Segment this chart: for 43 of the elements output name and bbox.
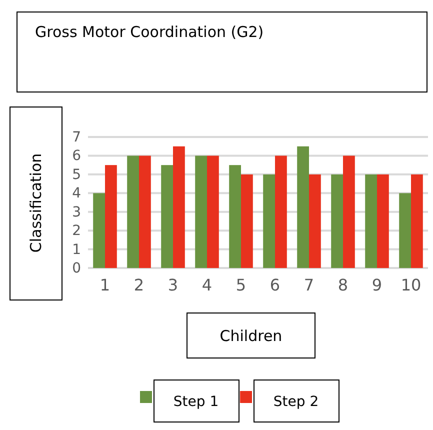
bar	[343, 156, 355, 268]
y-tick-label: 4	[72, 186, 82, 202]
x-tick-label: 2	[134, 275, 144, 294]
bar	[241, 174, 253, 268]
bar	[309, 174, 321, 268]
bar	[173, 146, 185, 268]
bar	[139, 156, 151, 268]
bar	[331, 174, 343, 268]
x-axis-title: Children	[220, 327, 282, 345]
bar	[161, 165, 173, 268]
bar	[365, 174, 377, 268]
y-tick-label: 1	[72, 242, 81, 258]
x-tick-label: 7	[304, 275, 314, 294]
y-tick-label: 7	[72, 129, 81, 146]
y-tick-label: 2	[72, 223, 81, 240]
bar	[297, 146, 309, 268]
bar	[105, 165, 117, 268]
bar	[127, 156, 139, 268]
y-tick-label: 5	[72, 166, 81, 183]
bar	[275, 156, 287, 268]
y-tick-label: 0	[72, 260, 81, 276]
x-tick-label: 8	[338, 275, 348, 294]
x-tick-label: 5	[236, 275, 246, 294]
x-tick-label: 3	[168, 275, 178, 294]
x-tick-label: 4	[202, 275, 212, 294]
bar	[207, 156, 219, 268]
bar	[399, 193, 411, 268]
y-tick-label: 3	[72, 204, 81, 220]
x-tick-label: 1	[100, 275, 110, 294]
legend-label: Step 2	[273, 394, 319, 410]
chart-title: Gross Motor Coordination (G2)	[35, 23, 264, 41]
bar	[195, 156, 207, 268]
bar	[229, 165, 241, 268]
y-tick-label: 6	[72, 148, 82, 164]
x-tick-label: 10	[400, 275, 422, 294]
legend-label: Step 1	[173, 394, 219, 410]
bar	[263, 174, 275, 268]
x-tick-label: 6	[270, 275, 280, 294]
y-axis-title: Classification	[27, 153, 45, 253]
bar	[411, 174, 423, 268]
bar	[93, 193, 105, 268]
x-tick-label: 9	[372, 275, 382, 294]
bar	[377, 174, 389, 268]
